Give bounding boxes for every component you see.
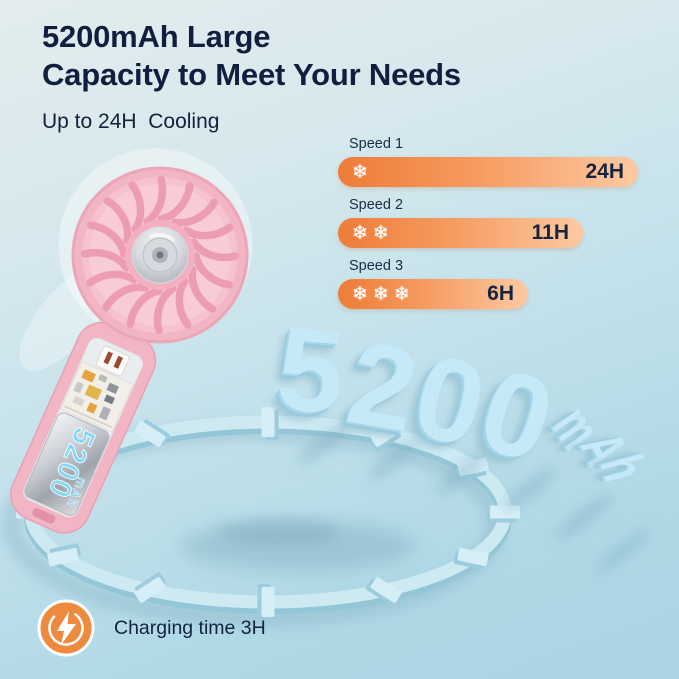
charging-callout: Charging time 3H	[36, 598, 266, 658]
snowflake-icon: ❄	[352, 283, 368, 305]
speed-1-label: Speed 1	[349, 136, 404, 152]
battery: 5200 mAh	[24, 412, 110, 516]
title-line-2: Capacity to Meet Your Needs	[42, 57, 461, 92]
subtitle: Up to 24H Cooling	[42, 110, 220, 133]
speed-bar-row-3: Speed 3 ❄ ❄ ❄ 6H	[338, 258, 528, 309]
snowflake-icon: ❄	[393, 283, 410, 305]
charging-icon-ring	[48, 610, 84, 646]
speed-3-label: Speed 3	[349, 258, 404, 274]
speed-1-bar: ❄ 24H	[338, 157, 638, 187]
speed-2-label: Speed 2	[349, 197, 404, 213]
speed-3-bar: ❄ ❄ ❄ 6H	[338, 279, 528, 309]
fan-blades	[80, 175, 240, 335]
speed-3-time: 6H	[487, 282, 514, 305]
fan-shadow-inner	[216, 518, 340, 546]
handheld-fan-image: 5200 mAh	[10, 148, 253, 534]
fan-body: 5200 mAh	[10, 148, 253, 534]
charging-time-label: Charging time 3H	[114, 616, 266, 639]
snowflake-icon: ❄	[352, 222, 368, 244]
speed-1-time: 24H	[585, 160, 624, 183]
speed-2-bar: ❄ ❄ 11H	[338, 218, 583, 248]
speed-bar-row-1: Speed 1 ❄ 24H	[338, 136, 638, 187]
fan-head	[71, 166, 249, 344]
title-line-1: 5200mAh Large	[42, 19, 271, 54]
speed-2-time: 11H	[531, 221, 569, 244]
snowflake-icon: ❄	[372, 222, 389, 244]
snowflake-icon: ❄	[352, 161, 368, 183]
circuit-board	[60, 360, 134, 433]
usb-connector	[96, 345, 130, 377]
charging-icon	[37, 599, 95, 657]
mist-hub	[125, 220, 195, 290]
handle-slot	[32, 508, 56, 524]
page-title: 5200mAh Large Capacity to Meet Your Need…	[42, 18, 461, 94]
snowflake-icon: ❄	[372, 283, 389, 305]
lightning-bolt-icon	[57, 611, 76, 645]
speed-bar-row-2: Speed 2 ❄ ❄ 11H	[338, 197, 583, 248]
